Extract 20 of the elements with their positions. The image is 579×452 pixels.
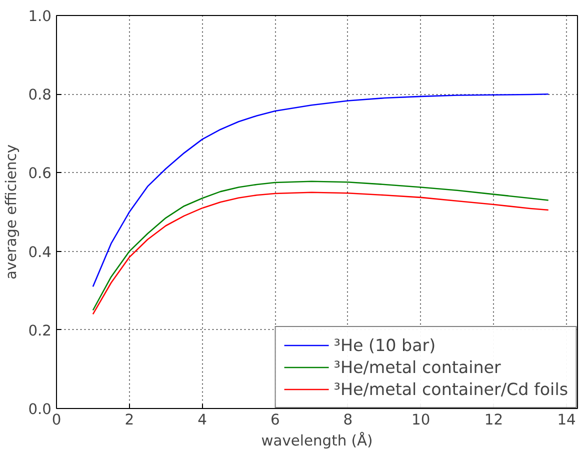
y-tick-label: 0.6 <box>28 165 52 182</box>
x-tick-label: 4 <box>198 412 207 428</box>
line-series <box>92 93 550 288</box>
legend-label: ³He/metal container <box>334 358 501 376</box>
y-tick-label: 0.0 <box>28 401 52 418</box>
y-tick-label: 0.4 <box>28 244 52 261</box>
x-tick-label: 12 <box>484 412 504 428</box>
y-tick-label: 1.0 <box>28 8 52 25</box>
x-tick-label: 6 <box>270 412 280 428</box>
legend-label: ³He/metal container/Cd foils <box>334 380 568 398</box>
x-tick-label: 2 <box>124 412 134 428</box>
y-tick-label: 0.8 <box>28 86 52 104</box>
x-axis-title: wavelength (Å) <box>261 432 373 450</box>
legend-label: ³He (10 bar) <box>334 336 436 354</box>
x-tick-label: 8 <box>343 412 353 428</box>
x-tick-label: 10 <box>412 412 430 428</box>
y-tick-label: 0.2 <box>28 322 52 340</box>
x-tick-label: 14 <box>557 412 576 428</box>
y-axis-title: average efficiency <box>3 144 20 280</box>
x-tick-label: 0 <box>52 412 62 428</box>
